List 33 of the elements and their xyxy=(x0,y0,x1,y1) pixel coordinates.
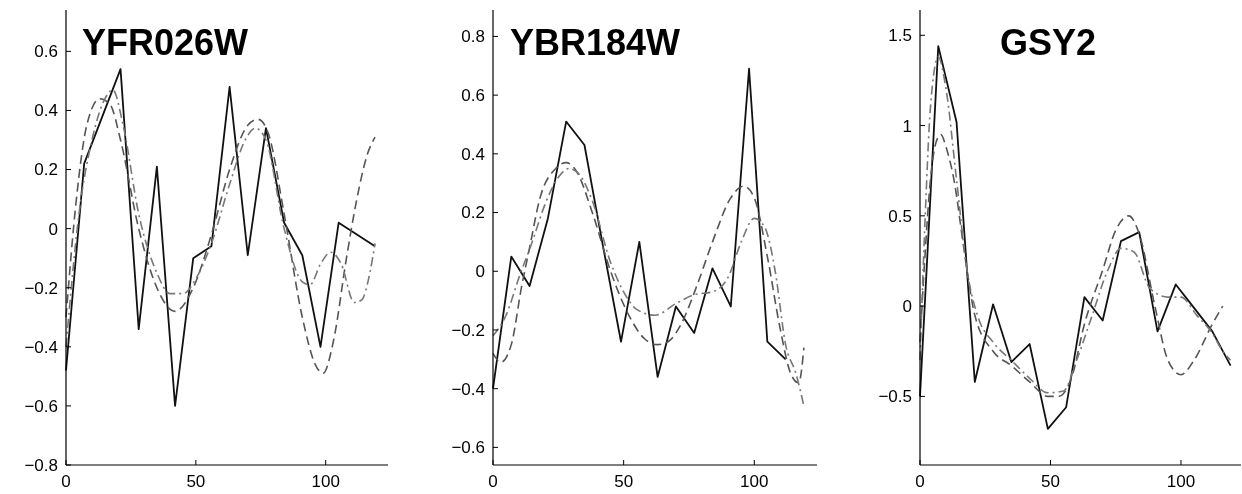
x-tick-label: 0 xyxy=(61,472,71,491)
y-tick-label: −0.8 xyxy=(24,455,58,475)
x-tick-label: 100 xyxy=(1166,472,1196,491)
chart-title: YBR184W xyxy=(510,22,681,63)
y-tick-label: 1.5 xyxy=(888,26,912,46)
y-tick-label: −0.5 xyxy=(878,387,912,407)
y-tick-label: 0 xyxy=(48,219,58,239)
x-tick-label: 50 xyxy=(614,472,634,491)
y-tick-label: 0.6 xyxy=(461,86,485,106)
x-tick-label: 0 xyxy=(488,472,498,491)
y-tick-label: −0.6 xyxy=(451,438,485,458)
y-tick-label: 0 xyxy=(475,262,485,282)
x-tick-label: 100 xyxy=(740,472,769,491)
x-tick-label: 50 xyxy=(186,472,206,491)
y-tick-label: −0.4 xyxy=(451,379,485,399)
x-tick-label: 100 xyxy=(311,472,340,491)
y-tick-label: 0.2 xyxy=(34,160,58,180)
y-tick-label: −0.6 xyxy=(24,396,58,416)
y-tick-label: −0.2 xyxy=(451,320,485,340)
y-tick-label: 1 xyxy=(902,116,912,136)
x-tick-label: 0 xyxy=(915,472,925,491)
y-tick-label: 0.4 xyxy=(34,101,58,121)
y-tick-label: 0.5 xyxy=(888,206,912,226)
y-tick-label: 0.6 xyxy=(34,42,58,62)
y-tick-label: 0.8 xyxy=(461,27,485,47)
y-tick-label: 0.2 xyxy=(461,203,485,223)
y-tick-label: 0 xyxy=(902,297,912,317)
chart-title: GSY2 xyxy=(1000,22,1097,63)
chart-title: YFR026W xyxy=(82,22,249,63)
x-tick-label: 50 xyxy=(1041,472,1060,491)
y-tick-label: 0.4 xyxy=(461,144,485,164)
y-tick-label: −0.4 xyxy=(24,337,58,357)
y-tick-label: −0.2 xyxy=(24,278,58,298)
